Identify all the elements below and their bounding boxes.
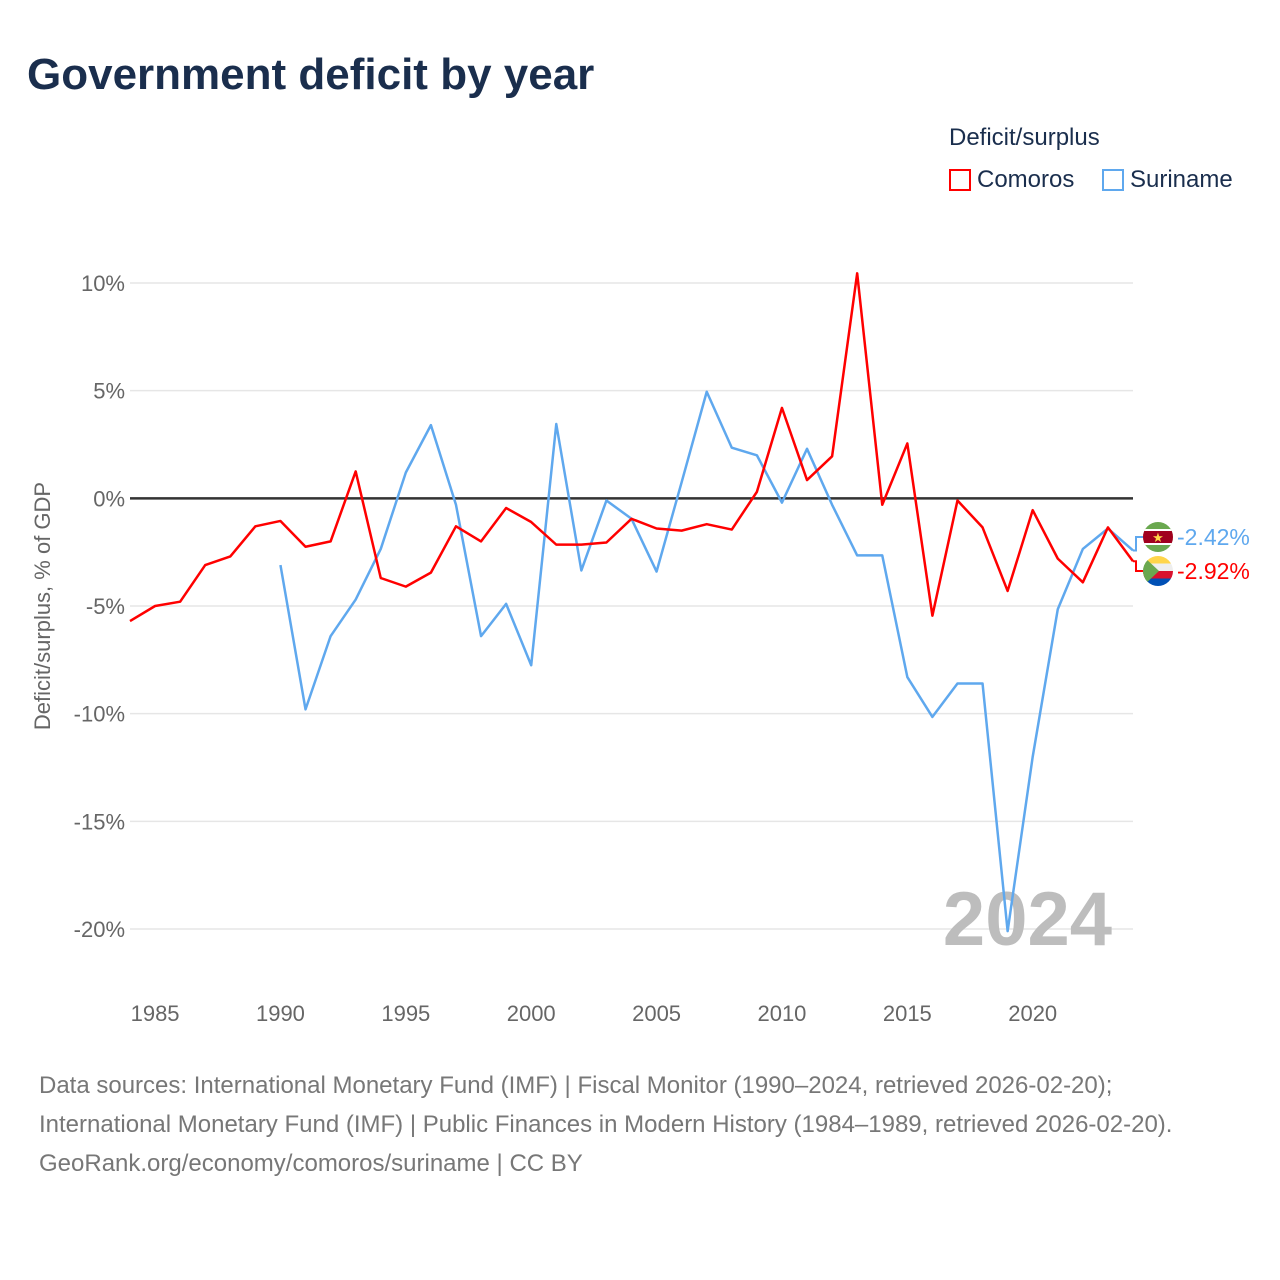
end-value-label: -2.92% bbox=[1177, 558, 1250, 584]
line-chart: 10% 5% 0% -5% -10% -15% -20% 1985 1990 1995 2000 20… bbox=[30, 271, 1250, 1026]
data-sources: Data sources: International Monetary Fun… bbox=[39, 1072, 1173, 1138]
series-line-suriname bbox=[279, 390, 1134, 933]
y-tick-label: -20% bbox=[74, 917, 125, 942]
y-tick-label: 5% bbox=[93, 379, 125, 404]
footer: Data sources: International Monetary Fun… bbox=[39, 1066, 1239, 1183]
legend-item-suriname[interactable]: Suriname bbox=[1102, 166, 1233, 194]
legend-title: Deficit/surplus bbox=[949, 124, 1100, 151]
comoros-flag-icon bbox=[1143, 556, 1159, 586]
flag-stripe bbox=[1143, 556, 1173, 564]
page-title: Government deficit by year bbox=[27, 50, 595, 99]
x-tick-label: 2005 bbox=[632, 1001, 681, 1026]
x-tick-label: 2020 bbox=[1008, 1001, 1057, 1026]
y-tick-label: 10% bbox=[81, 271, 125, 296]
legend-swatch-suriname bbox=[1102, 169, 1124, 191]
y-tick-label: -10% bbox=[74, 702, 125, 727]
y-tick-label: -5% bbox=[86, 594, 125, 619]
end-value-label: -2.42% bbox=[1177, 524, 1250, 550]
year-watermark: 2024 bbox=[943, 877, 1112, 962]
x-tick-label: 1995 bbox=[381, 1001, 430, 1026]
legend-label: Comoros bbox=[977, 166, 1075, 193]
flag-stripe bbox=[1143, 571, 1173, 579]
legend-swatch-comoros bbox=[949, 169, 971, 191]
y-tick-label: 0% bbox=[93, 486, 125, 511]
flag-stripe bbox=[1143, 531, 1173, 543]
flag-stripe bbox=[1143, 578, 1173, 586]
flag-stripe bbox=[1143, 563, 1173, 571]
x-tick-label: 2000 bbox=[507, 1001, 556, 1026]
series-line-comoros bbox=[129, 272, 1135, 623]
credit-link[interactable]: GeoRank.org/economy/comoros/suriname | C… bbox=[39, 1150, 583, 1177]
end-label-connector bbox=[1133, 536, 1143, 552]
x-tick-label: 2010 bbox=[757, 1001, 806, 1026]
x-tick-label: 1990 bbox=[256, 1001, 305, 1026]
end-label-connector bbox=[1133, 560, 1143, 572]
x-tick-label: 2015 bbox=[883, 1001, 932, 1026]
legend-item-comoros[interactable]: Comoros bbox=[949, 166, 1074, 194]
x-tick-label: 1985 bbox=[131, 1001, 180, 1026]
legend-label: Suriname bbox=[1130, 166, 1233, 193]
star-icon: ★ bbox=[1152, 530, 1164, 545]
y-tick-label: -15% bbox=[74, 809, 125, 834]
y-axis-label: Deficit/surplus, % of GDP bbox=[30, 482, 55, 730]
